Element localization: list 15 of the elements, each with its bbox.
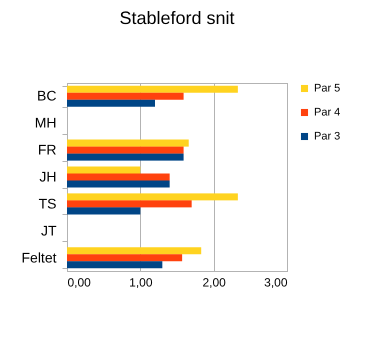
y-tick-label: FR: [38, 142, 56, 158]
y-tick-label: TS: [38, 195, 56, 212]
x-tick-label: 2,00: [202, 276, 226, 290]
y-tick-label: JT: [40, 222, 57, 238]
y-tick-label: JH: [39, 168, 56, 184]
chart-title: Stableford snit: [119, 8, 235, 28]
legend-label: Par 5: [314, 82, 340, 94]
x-tick-label: 1,00: [129, 276, 153, 290]
y-tick-label: BC: [37, 88, 56, 104]
legend-label: Par 3: [314, 130, 340, 142]
y-tick-label: Feltet: [21, 249, 57, 266]
y-tick-label: MH: [34, 114, 56, 131]
legend-label: Par 4: [314, 106, 340, 118]
x-tick-label: 3,00: [264, 276, 288, 290]
x-tick-label: 0,00: [68, 276, 92, 290]
